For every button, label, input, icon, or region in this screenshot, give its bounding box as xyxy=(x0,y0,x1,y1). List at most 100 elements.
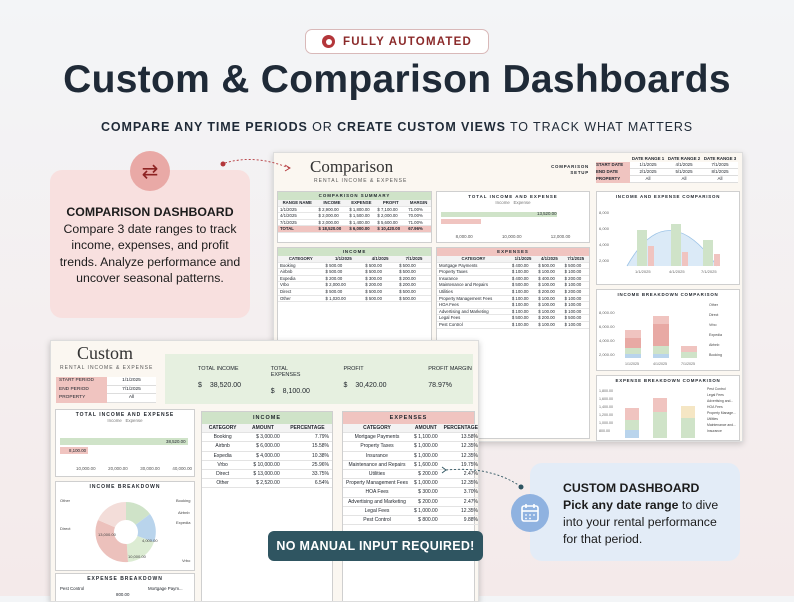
expenses-title: EXPENSES xyxy=(437,248,589,256)
table-header-row: RANGE NAME INCOME EXPENSE PROFIT MARGIN xyxy=(278,200,431,207)
table-cell: $ 800.00 xyxy=(410,515,441,526)
comparison-total-chart: TOTAL INCOME AND EXPENSE Income Expense … xyxy=(436,191,590,243)
income-table: CATEGORY 1/1/2025 4/1/2025 7/1/2025 Booking $… xyxy=(278,256,431,303)
stack-seg xyxy=(625,338,641,348)
table-cell: $ 3,000.00 xyxy=(243,432,283,443)
setup-label: END PERIOD xyxy=(56,385,107,394)
custom-expenses-table: EXPENSES CATEGORY AMOUNT PERCENTAGE Mortgag… xyxy=(342,411,478,601)
y-tick: 2,000 xyxy=(599,258,610,263)
comparison-callout-body: Compare 3 date ranges to track income, e… xyxy=(59,221,241,286)
setup-label: START DATE xyxy=(596,162,630,169)
table-cell: Vrbo xyxy=(278,281,324,289)
y-tick: 4,000.00 xyxy=(599,338,615,343)
table-cell: $ 500.00 xyxy=(509,314,537,322)
table-cell: $ 400.00 xyxy=(509,262,537,270)
table-row: Legal Fees $ 1,000.00 12.35% xyxy=(343,506,478,517)
table-cell: Property Management Fees xyxy=(343,478,411,489)
table-header-row: CATEGORY 1/1/2025 4/1/2025 7/1/2025 xyxy=(437,256,589,263)
table-cell: 12.35% xyxy=(440,451,478,461)
setup-row: PROPERTY All All All xyxy=(596,176,739,183)
table-cell: 70.00% xyxy=(406,212,431,220)
table-row: Mortgage Payments $ 1,100.00 13.58% xyxy=(343,432,478,443)
setup-value: 2/1/2025 xyxy=(630,169,666,176)
kpi-amount: 30,420.00 xyxy=(355,382,387,389)
table-cell: $ 4,000.00 xyxy=(243,451,283,461)
custom-total-title: TOTAL INCOME AND EXPENSE xyxy=(75,412,175,418)
table-header-row: CATEGORY 1/1/2025 4/1/2025 7/1/2025 xyxy=(278,256,431,263)
table-row: Legal Fees $ 500.00 $ 200.00 $ 500.00 xyxy=(437,314,589,322)
column-header: AMOUNT xyxy=(243,424,283,434)
summary-title: COMPARISON SUMMARY xyxy=(278,192,431,200)
stack-seg xyxy=(681,418,695,438)
column-header: EXPENSE xyxy=(347,200,376,207)
table-cell: 33.75% xyxy=(282,469,332,480)
custom-total-chart: TOTAL INCOME AND EXPENSE Income Expense … xyxy=(55,409,195,477)
setup-value: All xyxy=(107,394,156,403)
table-cell: 25.96% xyxy=(282,460,332,471)
bar-expense-1 xyxy=(648,246,654,266)
table-cell: $ 500.00 xyxy=(397,295,431,303)
table-cell: 13.58% xyxy=(440,432,478,443)
gear-icon xyxy=(322,35,336,48)
setup-value: 8/1/2025 xyxy=(702,169,738,176)
tick: 10,000.00 xyxy=(76,466,96,471)
table-cell: $ 100.00 xyxy=(509,268,537,276)
setup-label: END DATE xyxy=(596,169,630,176)
table-cell: Expedia xyxy=(278,275,324,283)
custom-expense-breakdown: EXPENSE BREAKDOWN Pest Control Mortgage … xyxy=(55,573,195,601)
table-cell: $ 500.00 xyxy=(397,268,431,276)
table-cell: Property Management Fees xyxy=(437,295,510,303)
setup-value: 4/1/2025 xyxy=(666,162,702,169)
table-cell: $ 10,420.00 xyxy=(375,225,407,233)
table-cell: $ 100.00 xyxy=(562,321,589,329)
table-cell: $ 10,000.00 xyxy=(243,460,283,471)
pie-label: Vrbo xyxy=(182,558,191,563)
column-header: 1/1/2025 xyxy=(323,256,364,263)
table-cell: 2.47% xyxy=(440,497,478,507)
tick: 8,000.00 xyxy=(455,234,473,239)
column-header: 4/1/2025 xyxy=(536,256,563,263)
table-cell: $ 100.00 xyxy=(509,321,537,329)
table-cell: $ 1,000.00 xyxy=(410,478,441,489)
table-cell: Insurance xyxy=(437,275,510,283)
kpi-value: 78.97% xyxy=(428,382,473,389)
table-row: HOA Fees $ 300.00 3.70% xyxy=(343,487,478,498)
table-cell: 67.96% xyxy=(406,225,431,233)
bar-income-3 xyxy=(703,240,713,266)
table-row: Airbnb $ 6,000.00 15.58% xyxy=(202,441,332,452)
table-cell: 71.00% xyxy=(406,219,431,227)
table-cell: 15.58% xyxy=(282,441,332,452)
table-cell: $ 6,000.00 xyxy=(243,441,283,452)
stack-seg xyxy=(681,352,697,358)
table-cell: $ 200.00 xyxy=(562,288,589,296)
table-cell: $ 300.00 xyxy=(363,275,398,283)
table-cell: Legal Fees xyxy=(343,506,411,517)
table-cell: 7/1/2025 xyxy=(278,219,317,227)
table-cell: $ 2,900.00 xyxy=(316,206,348,214)
pie-label: Booking xyxy=(176,498,190,503)
setup-row: PROPERTY All xyxy=(56,394,156,403)
custom-title: Custom xyxy=(77,343,134,363)
y-tick: 6,000.00 xyxy=(599,324,615,329)
badge-label: FULLY AUTOMATED xyxy=(343,35,472,48)
comparison-title: Comparison xyxy=(310,157,394,176)
custom-callout-text: CUSTOM DASHBOARD Pick any date range to … xyxy=(563,480,733,548)
table-cell: $ 200.00 xyxy=(562,275,589,283)
table-row: Booking $ 3,000.00 7.79% xyxy=(202,432,332,443)
kpi-currency: $ xyxy=(198,382,202,389)
column-header: PROFIT xyxy=(375,200,407,207)
kpi-card: TOTAL EXPENSES $8,100.00 xyxy=(243,366,316,395)
column-header: CATEGORY xyxy=(278,256,324,263)
table-cell: Vrbo xyxy=(202,460,244,471)
tick: 40,000.00 xyxy=(172,466,192,471)
setup-value: 5/1/2025 xyxy=(666,169,702,176)
table-cell: $ 500.00 xyxy=(562,314,589,322)
comparison-expenses-table: EXPENSES CATEGORY 1/1/2025 4/1/2025 7/1/202… xyxy=(436,247,590,439)
comparison-callout-card xyxy=(50,170,250,318)
column-header: CATEGORY xyxy=(343,424,411,434)
table-cell: $ 1,100.00 xyxy=(410,432,441,443)
tick: 20,000.00 xyxy=(108,466,128,471)
table-row: Pest Control $ 100.00 $ 100.00 $ 100.00 xyxy=(437,321,589,329)
table-cell: Legal Fees xyxy=(437,314,510,322)
legend-item: Utilities xyxy=(707,417,718,421)
